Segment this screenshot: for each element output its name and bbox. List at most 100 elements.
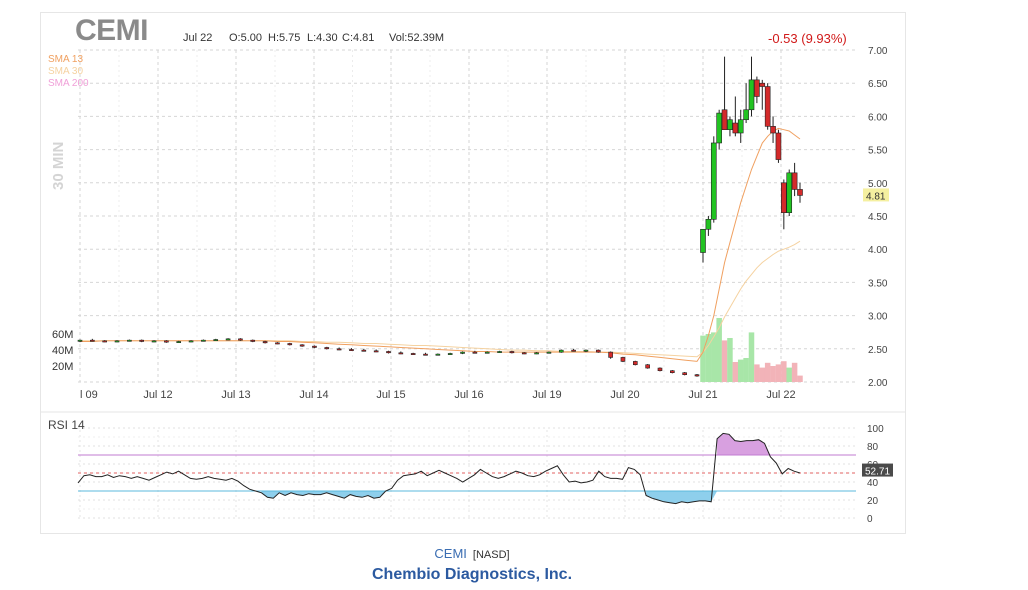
candle-body bbox=[410, 353, 416, 355]
candle-body bbox=[213, 339, 219, 342]
candle-body bbox=[521, 352, 527, 355]
candle-body bbox=[151, 340, 157, 343]
candle-body bbox=[759, 82, 766, 87]
candle-body bbox=[781, 182, 787, 213]
volume-bar bbox=[764, 362, 771, 382]
time-tick-label: Jul 15 bbox=[376, 389, 405, 401]
sma13-legend: SMA 13 bbox=[48, 54, 84, 65]
candle-body bbox=[571, 349, 576, 352]
last-price-tag: 4.81 bbox=[866, 191, 886, 202]
candle-body bbox=[682, 372, 687, 375]
sma13-line bbox=[80, 127, 801, 362]
sma30-line bbox=[80, 240, 801, 358]
time-tick-label: l 09 bbox=[80, 389, 98, 401]
candle-body bbox=[262, 341, 268, 344]
price-tick-label: 6.50 bbox=[868, 79, 888, 90]
candle-body bbox=[114, 340, 120, 343]
volume-bar bbox=[770, 366, 776, 382]
rsi-title: RSI 14 bbox=[48, 418, 85, 432]
candle-body bbox=[423, 353, 428, 356]
candle-body bbox=[250, 339, 256, 342]
candle-body bbox=[620, 357, 626, 362]
candle-body bbox=[743, 109, 749, 121]
candle-body bbox=[188, 340, 194, 343]
candle-body bbox=[386, 351, 391, 354]
last-price-tag-bg bbox=[863, 188, 889, 202]
volume-value: Vol:52.39M bbox=[389, 32, 445, 44]
candle-body bbox=[275, 342, 280, 345]
volume-bar bbox=[721, 340, 728, 382]
volume-bar bbox=[791, 362, 798, 382]
candle-body bbox=[775, 132, 782, 160]
rsi-tick-label: 80 bbox=[867, 442, 879, 453]
candle-body bbox=[645, 364, 650, 369]
price-tick-label: 2.00 bbox=[868, 378, 888, 389]
candle-body bbox=[361, 349, 367, 352]
time-tick-label: Jul 21 bbox=[688, 389, 717, 401]
candle-body bbox=[287, 343, 293, 346]
rsi-tick-label: 100 bbox=[867, 424, 884, 435]
time-tick-label: Jul 16 bbox=[454, 389, 483, 401]
volume-axis-label: 20M bbox=[52, 361, 73, 373]
candle-body bbox=[164, 340, 169, 343]
rsi-tick-label: 40 bbox=[867, 478, 879, 489]
volume-bar bbox=[754, 364, 760, 382]
candle-body bbox=[127, 339, 132, 342]
candle-body bbox=[398, 352, 404, 355]
volume-bar bbox=[786, 367, 792, 382]
rsi-line bbox=[77, 432, 801, 505]
volume-bar bbox=[743, 358, 749, 382]
candle-body bbox=[497, 351, 502, 353]
candle-body bbox=[558, 349, 564, 353]
candle-body bbox=[484, 351, 490, 354]
candle-body bbox=[786, 172, 793, 213]
rsi-value-tag: 52.71 bbox=[865, 467, 890, 478]
candle-body bbox=[90, 339, 95, 342]
candle-body bbox=[373, 350, 379, 353]
high-value: H:5.75 bbox=[268, 32, 301, 44]
candle-body bbox=[716, 112, 722, 144]
rsi-oversold-fill bbox=[261, 491, 718, 504]
candle-body bbox=[77, 339, 83, 342]
company-name[interactable]: Chembio Diagnostics, Inc. bbox=[371, 566, 573, 583]
sma200-legend: SMA 200 bbox=[48, 78, 89, 89]
candle-body bbox=[700, 228, 706, 253]
candle-body bbox=[764, 86, 771, 127]
time-tick-label: Jul 20 bbox=[610, 389, 639, 401]
rsi-overbought-fill bbox=[717, 433, 771, 455]
volume-bar bbox=[716, 318, 722, 382]
candle-body bbox=[670, 370, 675, 374]
candle-body bbox=[176, 341, 182, 343]
candle-body bbox=[225, 338, 231, 341]
rsi-value-tag-bg bbox=[862, 463, 893, 477]
candle-body bbox=[705, 219, 712, 230]
candle-body bbox=[770, 126, 776, 134]
time-tick-label: Jul 14 bbox=[299, 389, 328, 401]
close-value: C:4.81 bbox=[342, 32, 375, 44]
price-tick-label: 5.50 bbox=[868, 146, 888, 157]
candle-body bbox=[312, 345, 317, 348]
time-tick-label: Jul 22 bbox=[766, 389, 795, 401]
candle-body bbox=[509, 351, 515, 354]
footer-symbol-link[interactable]: CEMI bbox=[434, 546, 467, 561]
candle-body bbox=[797, 189, 803, 196]
candle-body bbox=[299, 344, 305, 347]
footer-exchange: [NASD] bbox=[472, 549, 510, 561]
volume-bar bbox=[737, 359, 744, 382]
candle-body bbox=[710, 142, 717, 220]
candle-body bbox=[324, 347, 330, 350]
candle-body bbox=[595, 349, 601, 353]
candle-body bbox=[583, 349, 589, 352]
price-tick-label: 3.50 bbox=[868, 278, 888, 289]
time-tick-label: Jul 13 bbox=[221, 389, 250, 401]
candle-body bbox=[694, 374, 700, 377]
rsi-tick-label: 0 bbox=[867, 514, 873, 525]
price-tick-label: 5.00 bbox=[868, 179, 888, 190]
ticker-symbol: CEMI bbox=[75, 14, 149, 47]
price-tick-label: 6.00 bbox=[868, 112, 888, 123]
volume-bar bbox=[759, 367, 766, 382]
candle-body bbox=[754, 79, 760, 97]
candle-body bbox=[102, 340, 107, 343]
volume-bar bbox=[797, 375, 803, 382]
